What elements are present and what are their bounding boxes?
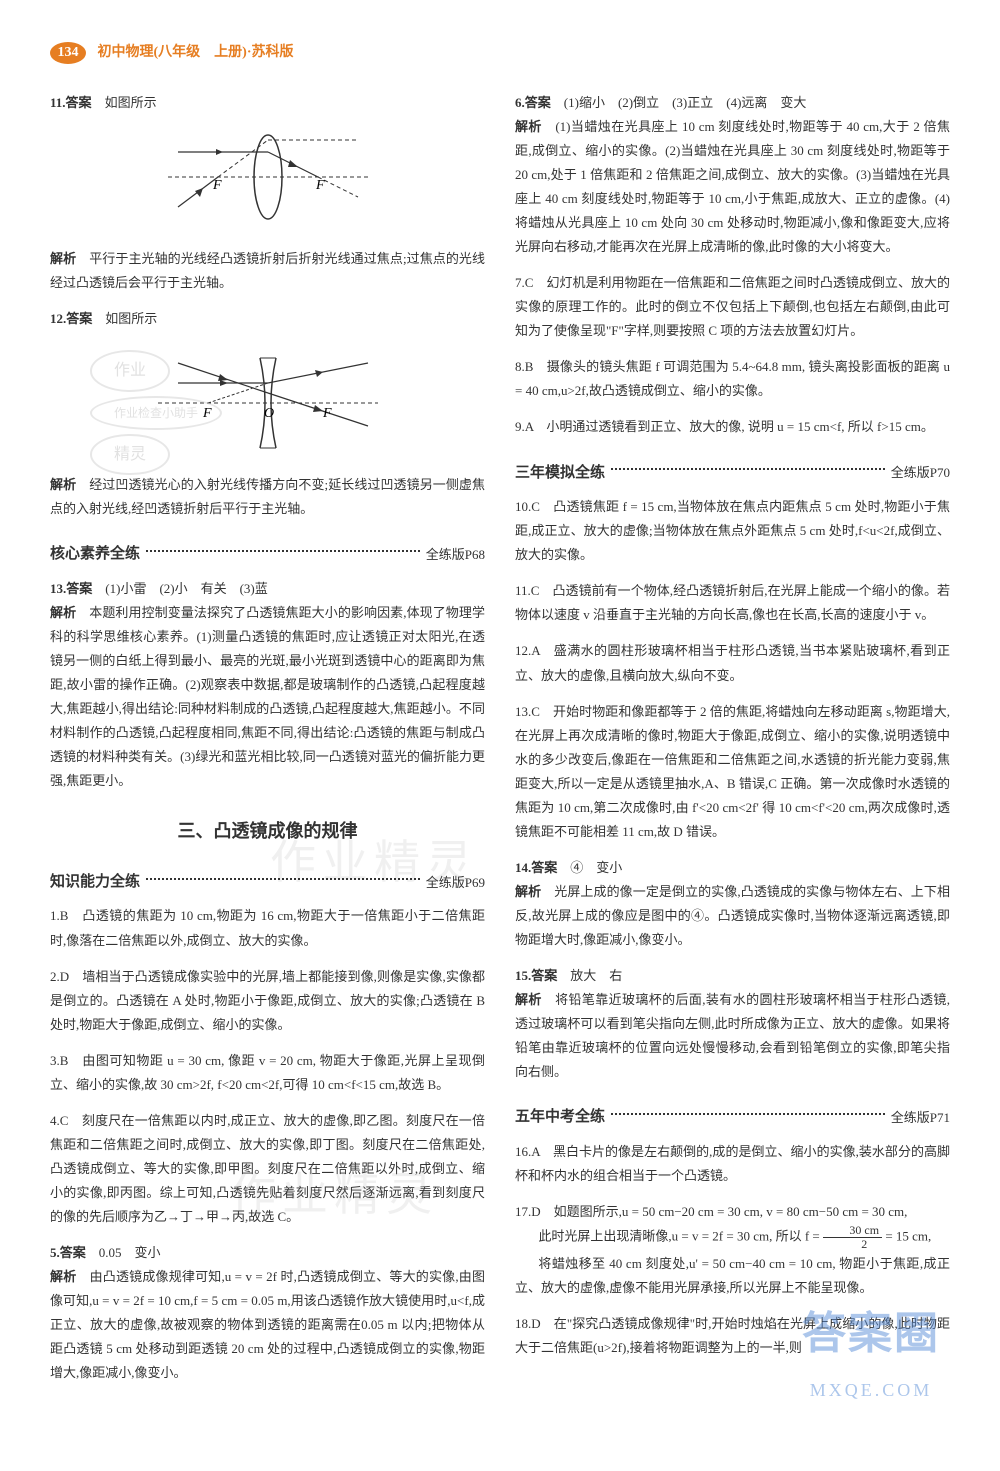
q12: 12.答案 如图所示 F	[50, 307, 485, 521]
svg-text:F: F	[322, 406, 332, 421]
svg-text:F: F	[202, 406, 212, 421]
section-core: 核心素养全练 全练版P68	[50, 541, 485, 569]
q11-figure: F F	[50, 127, 485, 235]
page-header: 134 初中物理(八年级 上册)·苏科版	[50, 40, 950, 66]
q13: 13.答案 (1)小雷 (2)小 有关 (3)蓝 解析 本题利用控制变量法探究了…	[50, 577, 485, 793]
right-column: 6.答案 (1)缩小 (2)倒立 (3)正立 (4)远离 变大 解析 (1)当蜡…	[515, 91, 950, 1397]
q15: 15.答案 放大 右 解析 将铅笔靠近玻璃杯的后面,装有水的圆柱形玻璃杯相当于柱…	[515, 964, 950, 1084]
header-title: 初中物理(八年级 上册)·苏科版	[98, 45, 294, 60]
left-column: 11.答案 如图所示 F F 解析 平行于	[50, 91, 485, 1397]
q11r: 11.C 凸透镜前有一个物体,经凸透镜折射后,在光屏上能成一个缩小的像。若物体以…	[515, 579, 950, 627]
section-three-year: 三年模拟全练 全练版P70	[515, 460, 950, 488]
q16: 16.A 黑白卡片的像是左右颠倒的,成的是倒立、缩小的实像,装水部分的高脚杯和杯…	[515, 1140, 950, 1188]
q3: 3.B 由图可知物距 u = 30 cm, 像距 v = 20 cm, 物距大于…	[50, 1049, 485, 1097]
q10: 10.C 凸透镜焦距 f = 15 cm,当物体放在焦点内距焦点 5 cm 处时…	[515, 495, 950, 567]
chapter-title: 三、凸透镜成像的规律	[50, 815, 485, 848]
q4: 4.C 刻度尺在一倍焦距以内时,成正立、放大的虚像,即乙图。刻度尺在一倍焦距和二…	[50, 1109, 485, 1229]
q5: 5.答案 0.05 变小 解析 由凸透镜成像规律可知,u = v = 2f 时,…	[50, 1241, 485, 1385]
q13r: 13.C 开始时物距和像距都等于 2 倍的焦距,将蜡烛向左移动距离 s,物距增大…	[515, 700, 950, 844]
svg-text:O: O	[264, 406, 274, 421]
q9: 9.A 小明通过透镜看到正立、放大的像, 说明 u = 15 cm<f, 所以 …	[515, 415, 950, 439]
svg-text:F: F	[315, 178, 325, 193]
section-ability: 知识能力全练 全练版P69	[50, 869, 485, 897]
page-number: 134	[50, 42, 86, 64]
q17: 17.D 如题图所示,u = 50 cm−20 cm = 30 cm, v = …	[515, 1200, 950, 1300]
q14: 14.答案 ④ 变小 解析 光屏上成的像一定是倒立的实像,凸透镜成的实像与物体左…	[515, 856, 950, 952]
q12-figure: F O F	[50, 343, 485, 461]
q1: 1.B 凸透镜的焦距为 10 cm,物距为 16 cm,物距大于一倍焦距小于二倍…	[50, 904, 485, 952]
svg-text:F: F	[212, 178, 222, 193]
q6: 6.答案 (1)缩小 (2)倒立 (3)正立 (4)远离 变大 解析 (1)当蜡…	[515, 91, 950, 259]
q8: 8.B 摄像头的镜头焦距 f 可调范围为 5.4~64.8 mm, 镜头离投影面…	[515, 355, 950, 403]
q7: 7.C 幻灯机是利用物距在一倍焦距和二倍焦距之间时凸透镜成倒立、放大的实像的原理…	[515, 271, 950, 343]
q18: 18.D 在"探究凸透镜成像规律"时,开始时烛焰在光屏上成缩小的像,此时物距大于…	[515, 1312, 950, 1360]
q12r: 12.A 盛满水的圆柱形玻璃杯相当于柱形凸透镜,当书本紧贴玻璃杯,看到正立、放大…	[515, 639, 950, 687]
q2: 2.D 墙相当于凸透镜成像实验中的光屏,墙上都能接到像,则像是实像,实像都是倒立…	[50, 965, 485, 1037]
section-five-year: 五年中考全练 全练版P71	[515, 1104, 950, 1132]
q11: 11.答案 如图所示 F F 解析 平行于	[50, 91, 485, 295]
